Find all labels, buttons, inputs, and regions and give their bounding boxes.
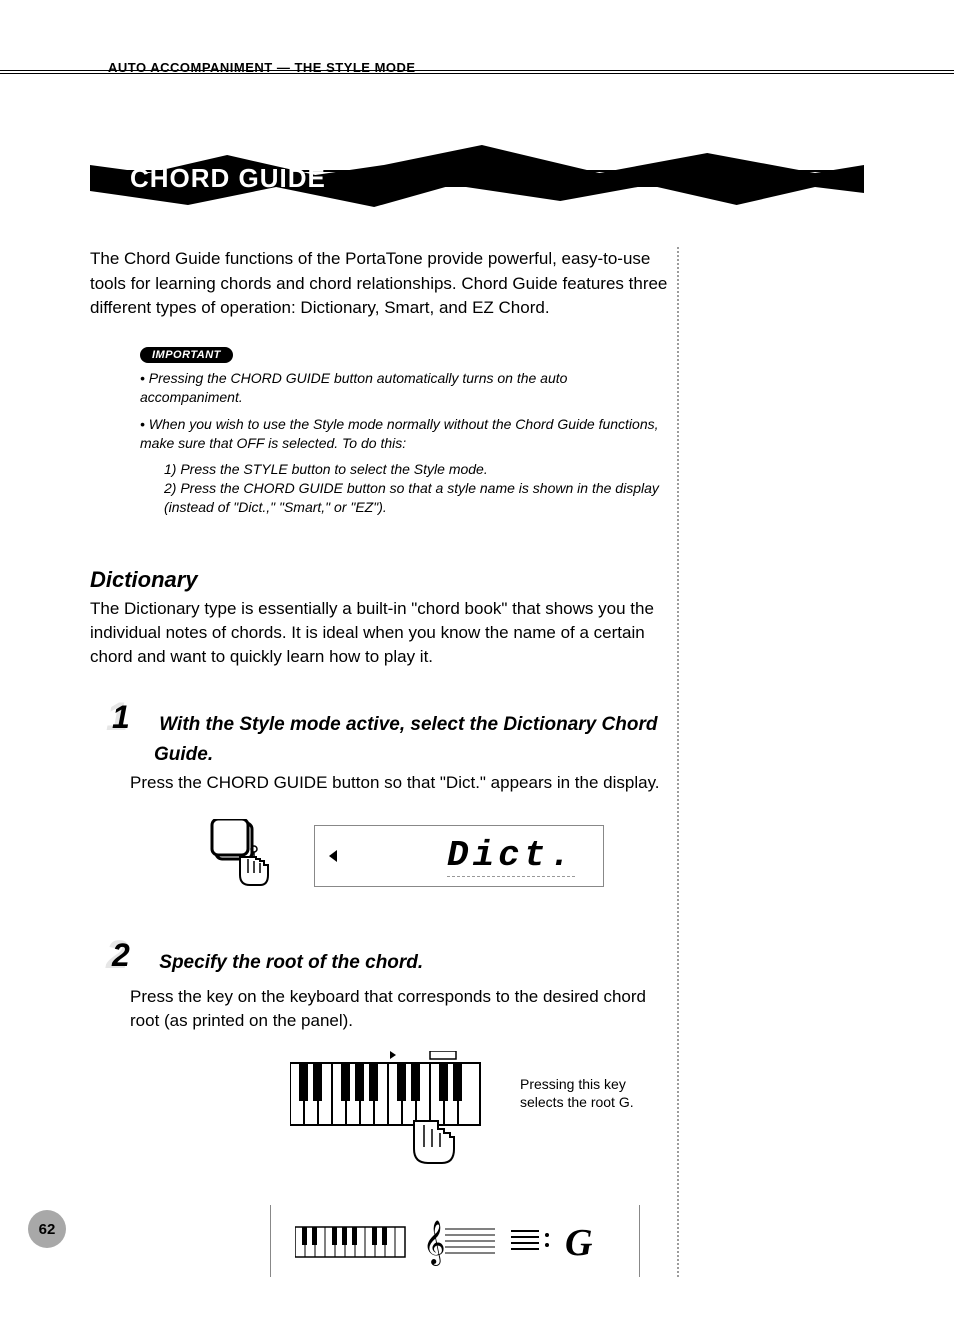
- page-number: 62: [39, 1221, 56, 1238]
- page-number-badge: 62: [28, 1210, 66, 1248]
- treble-clef-icon: 𝄞: [423, 1221, 445, 1266]
- content-column: The Chord Guide functions of the PortaTo…: [90, 247, 864, 1277]
- press-button-icon: [210, 819, 274, 893]
- page: AUTO ACCOMPANIMENT — THE STYLE MODE CHOR…: [0, 0, 954, 1335]
- top-rule-2: [0, 73, 954, 74]
- step-2-figure: Pressing this key selects the root G.: [290, 1051, 669, 1181]
- staff-chord-label: G: [565, 1222, 593, 1264]
- important-sub-1: 1) Press the STYLE button to select the …: [164, 460, 669, 479]
- step-2-body: Press the key on the keyboard that corre…: [130, 985, 669, 1033]
- step-2: 2 2 Specify the root of the chord. Press…: [130, 929, 669, 1277]
- step-1-head: 1 1 With the Style mode active, select t…: [130, 691, 669, 768]
- step-1-figure: Dict.: [210, 819, 669, 893]
- step-1-body: Press the CHORD GUIDE button so that "Di…: [130, 771, 669, 795]
- keyboard-icon: [290, 1051, 490, 1181]
- important-block: IMPORTANT • Pressing the CHORD GUIDE but…: [140, 345, 669, 517]
- intro-paragraph: The Chord Guide functions of the PortaTo…: [90, 247, 669, 321]
- step-2-title: Specify the root of the chord.: [159, 952, 423, 973]
- important-pill: IMPORTANT: [140, 347, 233, 363]
- step-1-number-bg: 1 1: [130, 691, 154, 743]
- banner-title: CHORD GUIDE: [130, 163, 326, 194]
- important-bullet-2: • When you wish to use the Style mode no…: [140, 415, 669, 453]
- keyboard-caption: Pressing this key selects the root G.: [520, 1075, 660, 1111]
- step-2-head: 2 2 Specify the root of the chord.: [130, 929, 669, 981]
- important-sub-2: 2) Press the CHORD GUIDE button so that …: [164, 479, 669, 517]
- important-bullet-1: • Pressing the CHORD GUIDE button automa…: [140, 369, 669, 407]
- section-banner: CHORD GUIDE: [90, 145, 864, 217]
- staff-display: 𝄞 G: [270, 1205, 640, 1277]
- staff-icon: 𝄞 G: [295, 1213, 615, 1269]
- lcd-panel: Dict.: [314, 825, 604, 887]
- step-2-number-bg: 2 2: [130, 929, 154, 981]
- step-1-title: With the Style mode active, select the D…: [154, 714, 657, 765]
- step-1: 1 1 With the Style mode active, select t…: [130, 691, 669, 893]
- lcd-text: Dict.: [447, 835, 575, 877]
- dictionary-title: Dictionary: [90, 567, 669, 593]
- top-rule: [0, 70, 954, 71]
- dictionary-text: The Dictionary type is essentially a bui…: [90, 597, 669, 668]
